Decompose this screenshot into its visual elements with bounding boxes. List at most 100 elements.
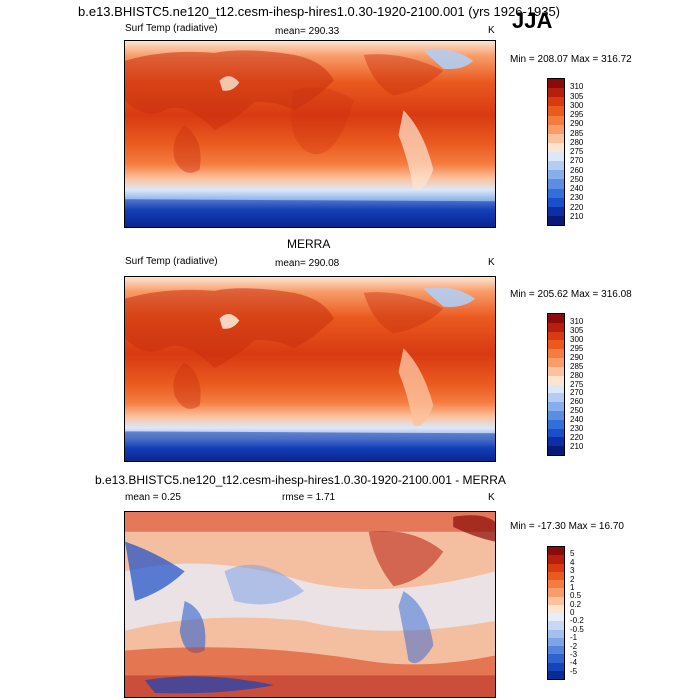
colorbar-swatch: [548, 366, 564, 376]
colorbar-swatch: [548, 621, 564, 630]
colorbar-label: 295: [570, 110, 584, 119]
colorbar-label: 1: [570, 582, 575, 592]
colorbar-label: 280: [570, 370, 584, 380]
colorbar-swatch: [548, 152, 564, 162]
colorbar-swatch: [548, 563, 564, 572]
colorbar-label: 305: [570, 91, 584, 101]
colorbar-swatch: [548, 358, 564, 367]
colorbar-label: 280: [570, 137, 584, 147]
panel-3-title: b.e13.BHISTC5.ne120_t12.cesm-ihesp-hires…: [95, 473, 506, 487]
panel-1-variable: Surf Temp (radiative): [125, 23, 218, 34]
panel-3-map: [124, 511, 496, 698]
colorbar-label: 275: [570, 147, 584, 156]
colorbar-swatch: [548, 88, 564, 98]
colorbar-label: 220: [570, 433, 584, 443]
colorbar-swatch: [548, 197, 564, 207]
colorbar-label: 260: [570, 165, 584, 175]
panel-2-mean: mean= 290.08: [275, 258, 340, 269]
colorbar-swatch: [548, 629, 564, 638]
colorbar-swatch: [548, 124, 564, 134]
panel-3-rmse: rmse = 1.71: [282, 492, 336, 503]
colorbar-swatch: [548, 662, 564, 671]
colorbar-swatch: [548, 637, 564, 646]
colorbar-label: 250: [570, 406, 584, 416]
colorbar-swatch: [548, 331, 564, 341]
colorbar-swatch: [548, 604, 564, 613]
colorbar-swatch: [548, 179, 564, 189]
colorbar-label: 240: [570, 415, 584, 425]
colorbar-swatch: [548, 588, 564, 597]
colorbar-label: 270: [570, 156, 584, 166]
panel-1-map: [124, 40, 496, 228]
colorbar-label: 270: [570, 388, 584, 398]
colorbar-label: 0: [570, 608, 575, 617]
colorbar-swatch: [548, 375, 564, 385]
colorbar-label: 305: [570, 325, 584, 335]
colorbar-swatch: [548, 437, 564, 447]
panel-2-map: [124, 276, 496, 462]
colorbar-swatch: [548, 613, 564, 622]
colorbar-swatch: [548, 215, 564, 225]
panel-1-mean: mean= 290.33: [275, 26, 340, 37]
colorbar-swatch: [548, 646, 564, 655]
panel-1-units: K: [488, 25, 495, 36]
colorbar-swatch: [548, 654, 564, 663]
colorbar-label: 310: [570, 316, 584, 326]
colorbar-swatch: [548, 79, 564, 89]
panel-3-units: K: [488, 492, 495, 503]
panel-3-colorbar: [547, 546, 565, 680]
colorbar-label: 300: [570, 100, 584, 110]
colorbar-swatch: [548, 115, 564, 125]
colorbar-label: -0.2: [570, 616, 584, 626]
colorbar-swatch: [548, 670, 564, 679]
panel-3-mean: mean = 0.25: [125, 492, 181, 503]
colorbar-swatch: [548, 428, 564, 438]
colorbar-label: 230: [570, 424, 584, 434]
colorbar-swatch: [548, 402, 564, 411]
colorbar-swatch: [548, 161, 564, 171]
colorbar-swatch: [548, 314, 564, 323]
main-title: b.e13.BHISTC5.ne120_t12.cesm-ihesp-hires…: [78, 4, 561, 19]
colorbar-swatch: [548, 446, 564, 455]
colorbar-label: 285: [570, 128, 584, 138]
colorbar-swatch: [548, 419, 564, 429]
panel-2-colorbar: [547, 313, 565, 456]
colorbar-swatch: [548, 97, 564, 107]
colorbar-swatch: [548, 547, 564, 556]
colorbar-label: -1: [570, 633, 578, 643]
colorbar-swatch: [548, 188, 564, 198]
colorbar-swatch: [548, 410, 564, 420]
colorbar-label: -2: [570, 641, 578, 651]
colorbar-label: 230: [570, 193, 584, 203]
colorbar-label: -0.5: [570, 624, 584, 634]
panel-3-minmax: Min = -17.30 Max = 16.70: [510, 521, 624, 532]
colorbar-label: -3: [570, 649, 578, 659]
colorbar-swatch: [548, 106, 564, 116]
colorbar-label: 0.5: [570, 591, 582, 601]
colorbar-swatch: [548, 340, 564, 350]
colorbar-swatch: [548, 555, 564, 564]
colorbar-label: 3: [570, 566, 575, 576]
panel-2-variable: Surf Temp (radiative): [125, 256, 218, 267]
colorbar-label: 4: [570, 557, 575, 567]
colorbar-swatch: [548, 384, 564, 394]
colorbar-swatch: [548, 580, 564, 589]
colorbar-swatch: [548, 170, 564, 180]
season-label: JJA: [512, 8, 553, 33]
panel-2-title: MERRA: [287, 237, 331, 251]
colorbar-label: 210: [570, 211, 584, 221]
colorbar-label: 5: [570, 549, 575, 559]
colorbar-label: 275: [570, 379, 584, 389]
colorbar-swatch: [548, 322, 564, 332]
colorbar-label: 0.2: [570, 599, 582, 609]
colorbar-label: -5: [570, 666, 578, 676]
colorbar-label: 290: [570, 119, 584, 129]
colorbar-swatch: [548, 133, 564, 143]
colorbar-label: -4: [570, 658, 578, 668]
colorbar-swatch: [548, 206, 564, 216]
colorbar-label: 310: [570, 82, 584, 92]
colorbar-swatch: [548, 393, 564, 403]
panel-1-minmax: Min = 208.07 Max = 316.72: [510, 54, 632, 65]
colorbar-swatch: [548, 571, 564, 580]
colorbar-swatch: [548, 142, 564, 152]
